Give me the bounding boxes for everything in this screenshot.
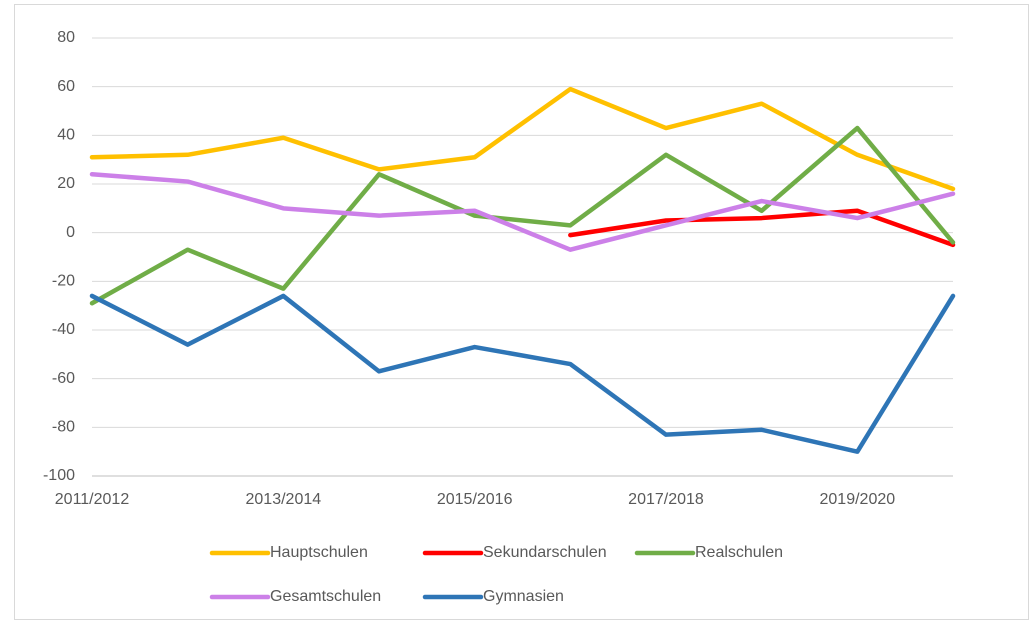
x-tick-label: 2015/2016	[437, 491, 513, 508]
legend-label: Realschulen	[695, 544, 783, 561]
y-tick-label: -80	[52, 419, 75, 436]
legend-label: Gymnasien	[483, 588, 564, 605]
x-tick-label: 2019/2020	[820, 491, 896, 508]
series-line	[89, 293, 956, 454]
x-tick-label: 2011/2012	[55, 491, 130, 508]
x-tick-label: 2017/2018	[628, 491, 704, 508]
y-tick-label: -20	[52, 273, 75, 290]
series-line	[89, 172, 956, 252]
y-tick-label: -100	[43, 467, 75, 484]
series-line	[568, 208, 956, 248]
legend-label: Gesamtschulen	[270, 588, 381, 605]
legend-label: Hauptschulen	[270, 544, 368, 561]
legend-label: Sekundarschulen	[483, 544, 607, 561]
y-tick-label: 80	[57, 29, 75, 46]
series-line	[89, 125, 956, 306]
y-tick-label: 40	[57, 127, 75, 144]
y-tick-label: -60	[52, 370, 75, 387]
y-tick-label: 20	[57, 175, 75, 192]
y-tick-label: 60	[57, 78, 75, 95]
x-tick-label: 2013/2014	[246, 491, 322, 508]
chart-frame	[14, 4, 1029, 620]
series-line	[89, 86, 956, 192]
y-tick-label: 0	[66, 224, 75, 241]
y-tick-label: -40	[52, 321, 75, 338]
